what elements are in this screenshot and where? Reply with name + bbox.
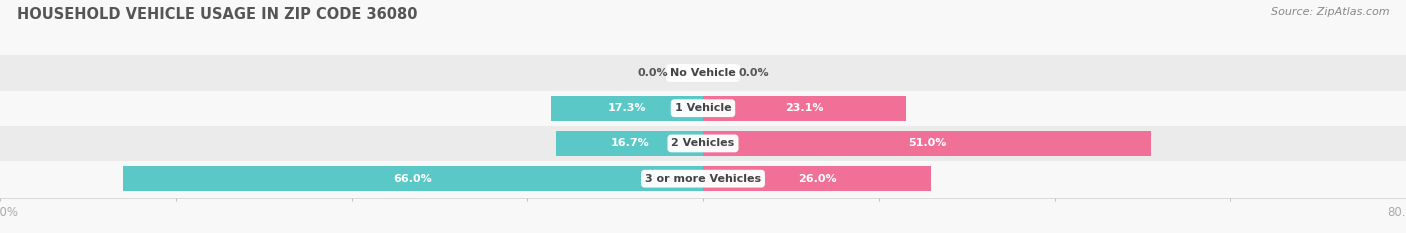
Bar [703,131,1152,156]
Text: 3 or more Vehicles: 3 or more Vehicles [645,174,761,184]
Bar [0,126,1406,161]
Bar [0,55,1406,91]
Text: 0.0%: 0.0% [738,68,769,78]
Text: 0.0%: 0.0% [637,68,668,78]
Text: 17.3%: 17.3% [607,103,647,113]
Text: HOUSEHOLD VEHICLE USAGE IN ZIP CODE 36080: HOUSEHOLD VEHICLE USAGE IN ZIP CODE 3608… [17,7,418,22]
Text: 66.0%: 66.0% [394,174,433,184]
Bar [124,166,703,191]
Bar [551,96,703,120]
Text: 23.1%: 23.1% [785,103,824,113]
Text: Source: ZipAtlas.com: Source: ZipAtlas.com [1271,7,1389,17]
Bar [703,96,905,120]
Text: No Vehicle: No Vehicle [671,68,735,78]
Text: 16.7%: 16.7% [610,138,650,148]
Text: 51.0%: 51.0% [908,138,946,148]
Bar [703,166,932,191]
Bar [0,161,1406,196]
Bar [557,131,703,156]
Text: 1 Vehicle: 1 Vehicle [675,103,731,113]
Bar [0,91,1406,126]
Text: 2 Vehicles: 2 Vehicles [672,138,734,148]
Text: 26.0%: 26.0% [799,174,837,184]
